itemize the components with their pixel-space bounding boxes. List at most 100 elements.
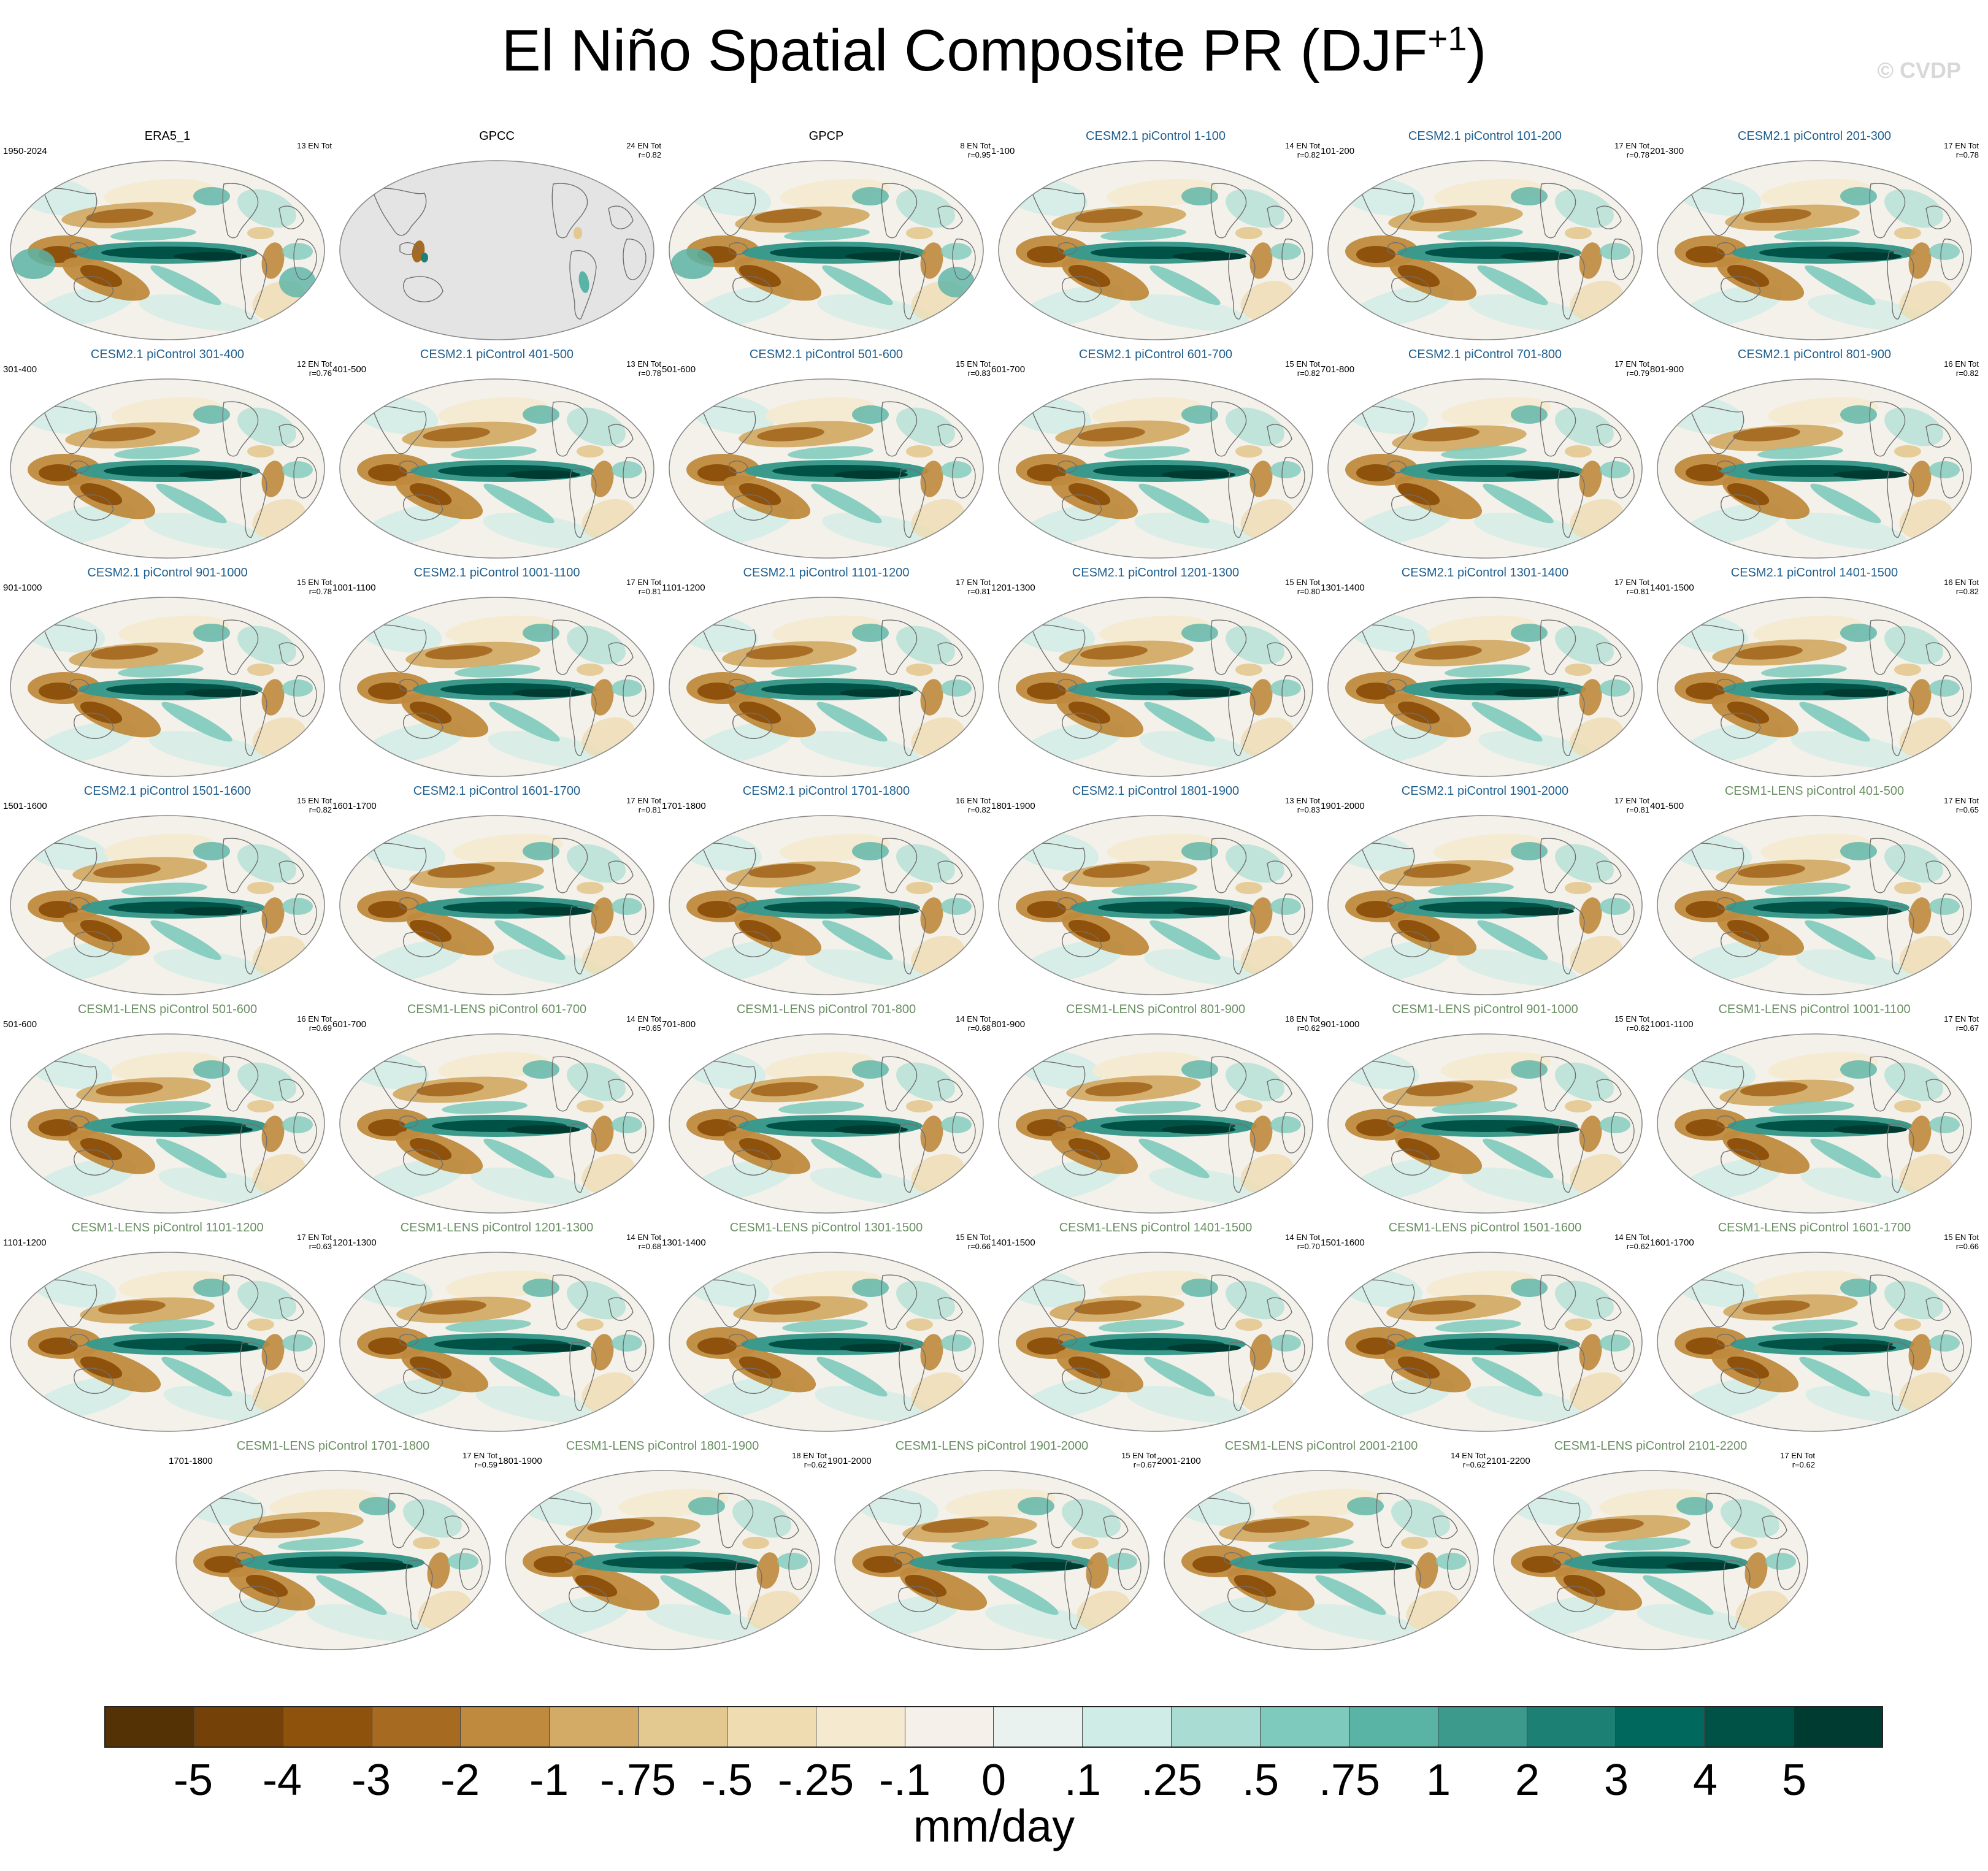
map-panel: GPCC 24 EN Tot r=0.82 (332, 129, 661, 347)
panel-period: 1950-2024 (3, 146, 47, 156)
panel-title: CESM1-LENS piControl 401-500 (1724, 784, 1905, 798)
panel-pattern-correlation: r=0.70 (1297, 1242, 1320, 1251)
colorbar-tick-label: 3 (1603, 1756, 1629, 1805)
panel-title: ERA5_1 (144, 129, 191, 143)
map-panel: CESM2.1 piControl 1501-1600 1501-1600 15 E… (3, 784, 332, 1002)
figure-title-close: ) (1467, 18, 1487, 83)
panel-event-count: 15 EN Tot (1614, 1014, 1649, 1024)
precipitation-map (1657, 1033, 1972, 1214)
map-panel: CESM2.1 piControl 301-400 301-400 12 EN To… (3, 347, 332, 565)
panel-title: CESM2.1 piControl 1501-1600 (83, 784, 251, 798)
panel-period: 501-600 (662, 364, 696, 375)
panel-title: GPCC (479, 129, 515, 143)
panel-title: CESM1-LENS piControl 2001-2100 (1224, 1439, 1418, 1453)
map-panel: CESM2.1 piControl 101-200 101-200 17 EN To… (1321, 129, 1649, 347)
panel-period: 1201-1300 (991, 583, 1035, 593)
panel-pattern-correlation: r=0.69 (309, 1024, 332, 1033)
panel-title: GPCP (808, 129, 844, 143)
map-panel: CESM1-LENS piControl 901-1000 901-1000 15 … (1321, 1002, 1649, 1220)
figure-title: El Niño Spatial Composite PR (DJF+1) (0, 17, 1988, 85)
panel-event-count: 14 EN Tot (626, 1014, 661, 1024)
panel-stats: 18 EN Tot r=0.62 (792, 1451, 827, 1469)
panel-pattern-correlation: r=0.65 (1955, 805, 1979, 814)
map-panel: CESM1-LENS piControl 1001-1100 1001-1100 1… (1650, 1002, 1979, 1220)
panel-period: 1201-1300 (332, 1238, 377, 1248)
precipitation-map (1657, 597, 1972, 777)
colorbar-tick-label: -2 (440, 1756, 480, 1805)
panel-title: CESM2.1 piControl 801-900 (1737, 348, 1892, 361)
panel-period: 201-300 (1650, 146, 1684, 156)
panel-title: CESM1-LENS piControl 1301-1500 (729, 1221, 923, 1234)
panel-pattern-correlation: r=0.80 (1297, 587, 1320, 596)
precipitation-map (669, 1033, 984, 1214)
panel-pattern-correlation: r=0.78 (309, 587, 332, 596)
panel-period: 1601-1700 (1650, 1238, 1694, 1248)
panel-pattern-correlation: r=0.59 (474, 1460, 497, 1469)
panel-stats: 14 EN Tot r=0.65 (626, 1014, 661, 1033)
panel-title: CESM1-LENS piControl 2101-2200 (1554, 1439, 1748, 1453)
panel-event-count: 17 EN Tot (626, 796, 661, 805)
panel-pattern-correlation: r=0.82 (1297, 150, 1320, 159)
panel-event-count: 17 EN Tot (297, 1233, 332, 1242)
colorbar-swatch (461, 1707, 550, 1747)
panel-pattern-correlation: r=0.66 (967, 1242, 991, 1251)
map-panel: CESM1-LENS piControl 501-600 501-600 16 EN… (3, 1002, 332, 1220)
panel-stats: 17 EN Tot r=0.81 (626, 578, 661, 596)
panel-stats: 17 EN Tot r=0.59 (462, 1451, 497, 1469)
panel-stats: 17 EN Tot r=0.78 (1944, 141, 1979, 159)
panel-period: 1801-1900 (991, 801, 1035, 811)
panel-event-count: 18 EN Tot (792, 1451, 827, 1460)
panel-pattern-correlation: r=0.82 (638, 150, 661, 159)
precipitation-map (998, 378, 1313, 559)
precipitation-map (669, 378, 984, 559)
panel-stats: 13 EN Tot r=0.83 (1285, 796, 1320, 814)
panel-event-count: 14 EN Tot (956, 1014, 991, 1024)
panel-pattern-correlation: r=0.62 (1462, 1460, 1486, 1469)
panel-period: 1-100 (991, 146, 1015, 156)
panel-stats: 16 EN Tot r=0.82 (956, 796, 991, 814)
colorbar-swatch (639, 1707, 727, 1747)
colorbar-tick-label: .75 (1318, 1756, 1381, 1805)
panel-stats: 18 EN Tot r=0.62 (1285, 1014, 1320, 1033)
colorbar-swatch (905, 1707, 994, 1747)
panel-title: CESM2.1 piControl 1601-1700 (413, 784, 581, 798)
map-panel: CESM1-LENS piControl 1601-1700 1601-1700 1… (1650, 1220, 1979, 1439)
panel-pattern-correlation: r=0.82 (1955, 587, 1979, 596)
map-panel: CESM2.1 piControl 601-700 601-700 15 EN To… (991, 347, 1320, 565)
colorbar-tick-label: -4 (262, 1756, 302, 1805)
panel-title: CESM1-LENS piControl 601-700 (407, 1003, 587, 1016)
panel-pattern-correlation: r=0.62 (1792, 1460, 1815, 1469)
panel-period: 2101-2200 (1486, 1456, 1530, 1466)
panel-event-count: 14 EN Tot (1614, 1233, 1649, 1242)
precipitation-map (10, 1252, 325, 1432)
precipitation-map (10, 597, 325, 777)
panel-event-count: 15 EN Tot (1944, 1233, 1979, 1242)
panel-stats: 15 EN Tot r=0.82 (1285, 359, 1320, 378)
panel-pattern-correlation: r=0.82 (967, 805, 991, 814)
panel-title: CESM1-LENS piControl 1001-1100 (1718, 1003, 1911, 1016)
panel-stats: 17 EN Tot r=0.81 (626, 796, 661, 814)
precipitation-map (998, 160, 1313, 340)
precipitation-map (10, 1033, 325, 1214)
panel-pattern-correlation: r=0.62 (1297, 1024, 1320, 1033)
colorbar-tick-label: .25 (1140, 1756, 1203, 1805)
panel-period: 1901-2000 (827, 1456, 872, 1466)
panel-title: CESM2.1 piControl 101-200 (1408, 129, 1562, 143)
panel-pattern-correlation: r=0.95 (967, 150, 991, 159)
panel-title: CESM2.1 piControl 1701-1800 (742, 784, 910, 798)
panel-stats: 8 EN Tot r=0.95 (960, 141, 991, 159)
panel-period: 601-700 (991, 364, 1026, 375)
panel-period: 1501-1600 (1321, 1238, 1365, 1248)
map-panel: ERA5_1 1950-2024 13 EN Tot (3, 129, 332, 347)
colorbar-tick-label: -.25 (777, 1756, 854, 1805)
panel-stats: 15 EN Tot r=0.82 (297, 796, 332, 814)
map-panel: CESM2.1 piControl 201-300 201-300 17 EN To… (1650, 129, 1979, 347)
colorbar-swatch (1083, 1707, 1172, 1747)
colorbar-tick-label: -.1 (878, 1756, 931, 1805)
panel-event-count: 13 EN Tot (626, 359, 661, 369)
precipitation-map (10, 160, 325, 340)
map-panel: CESM2.1 piControl 901-1000 901-1000 15 EN … (3, 565, 332, 784)
panel-period: 1301-1400 (662, 1238, 706, 1248)
panel-title: CESM1-LENS piControl 801-900 (1065, 1003, 1246, 1016)
panel-title: CESM1-LENS piControl 701-800 (736, 1003, 916, 1016)
